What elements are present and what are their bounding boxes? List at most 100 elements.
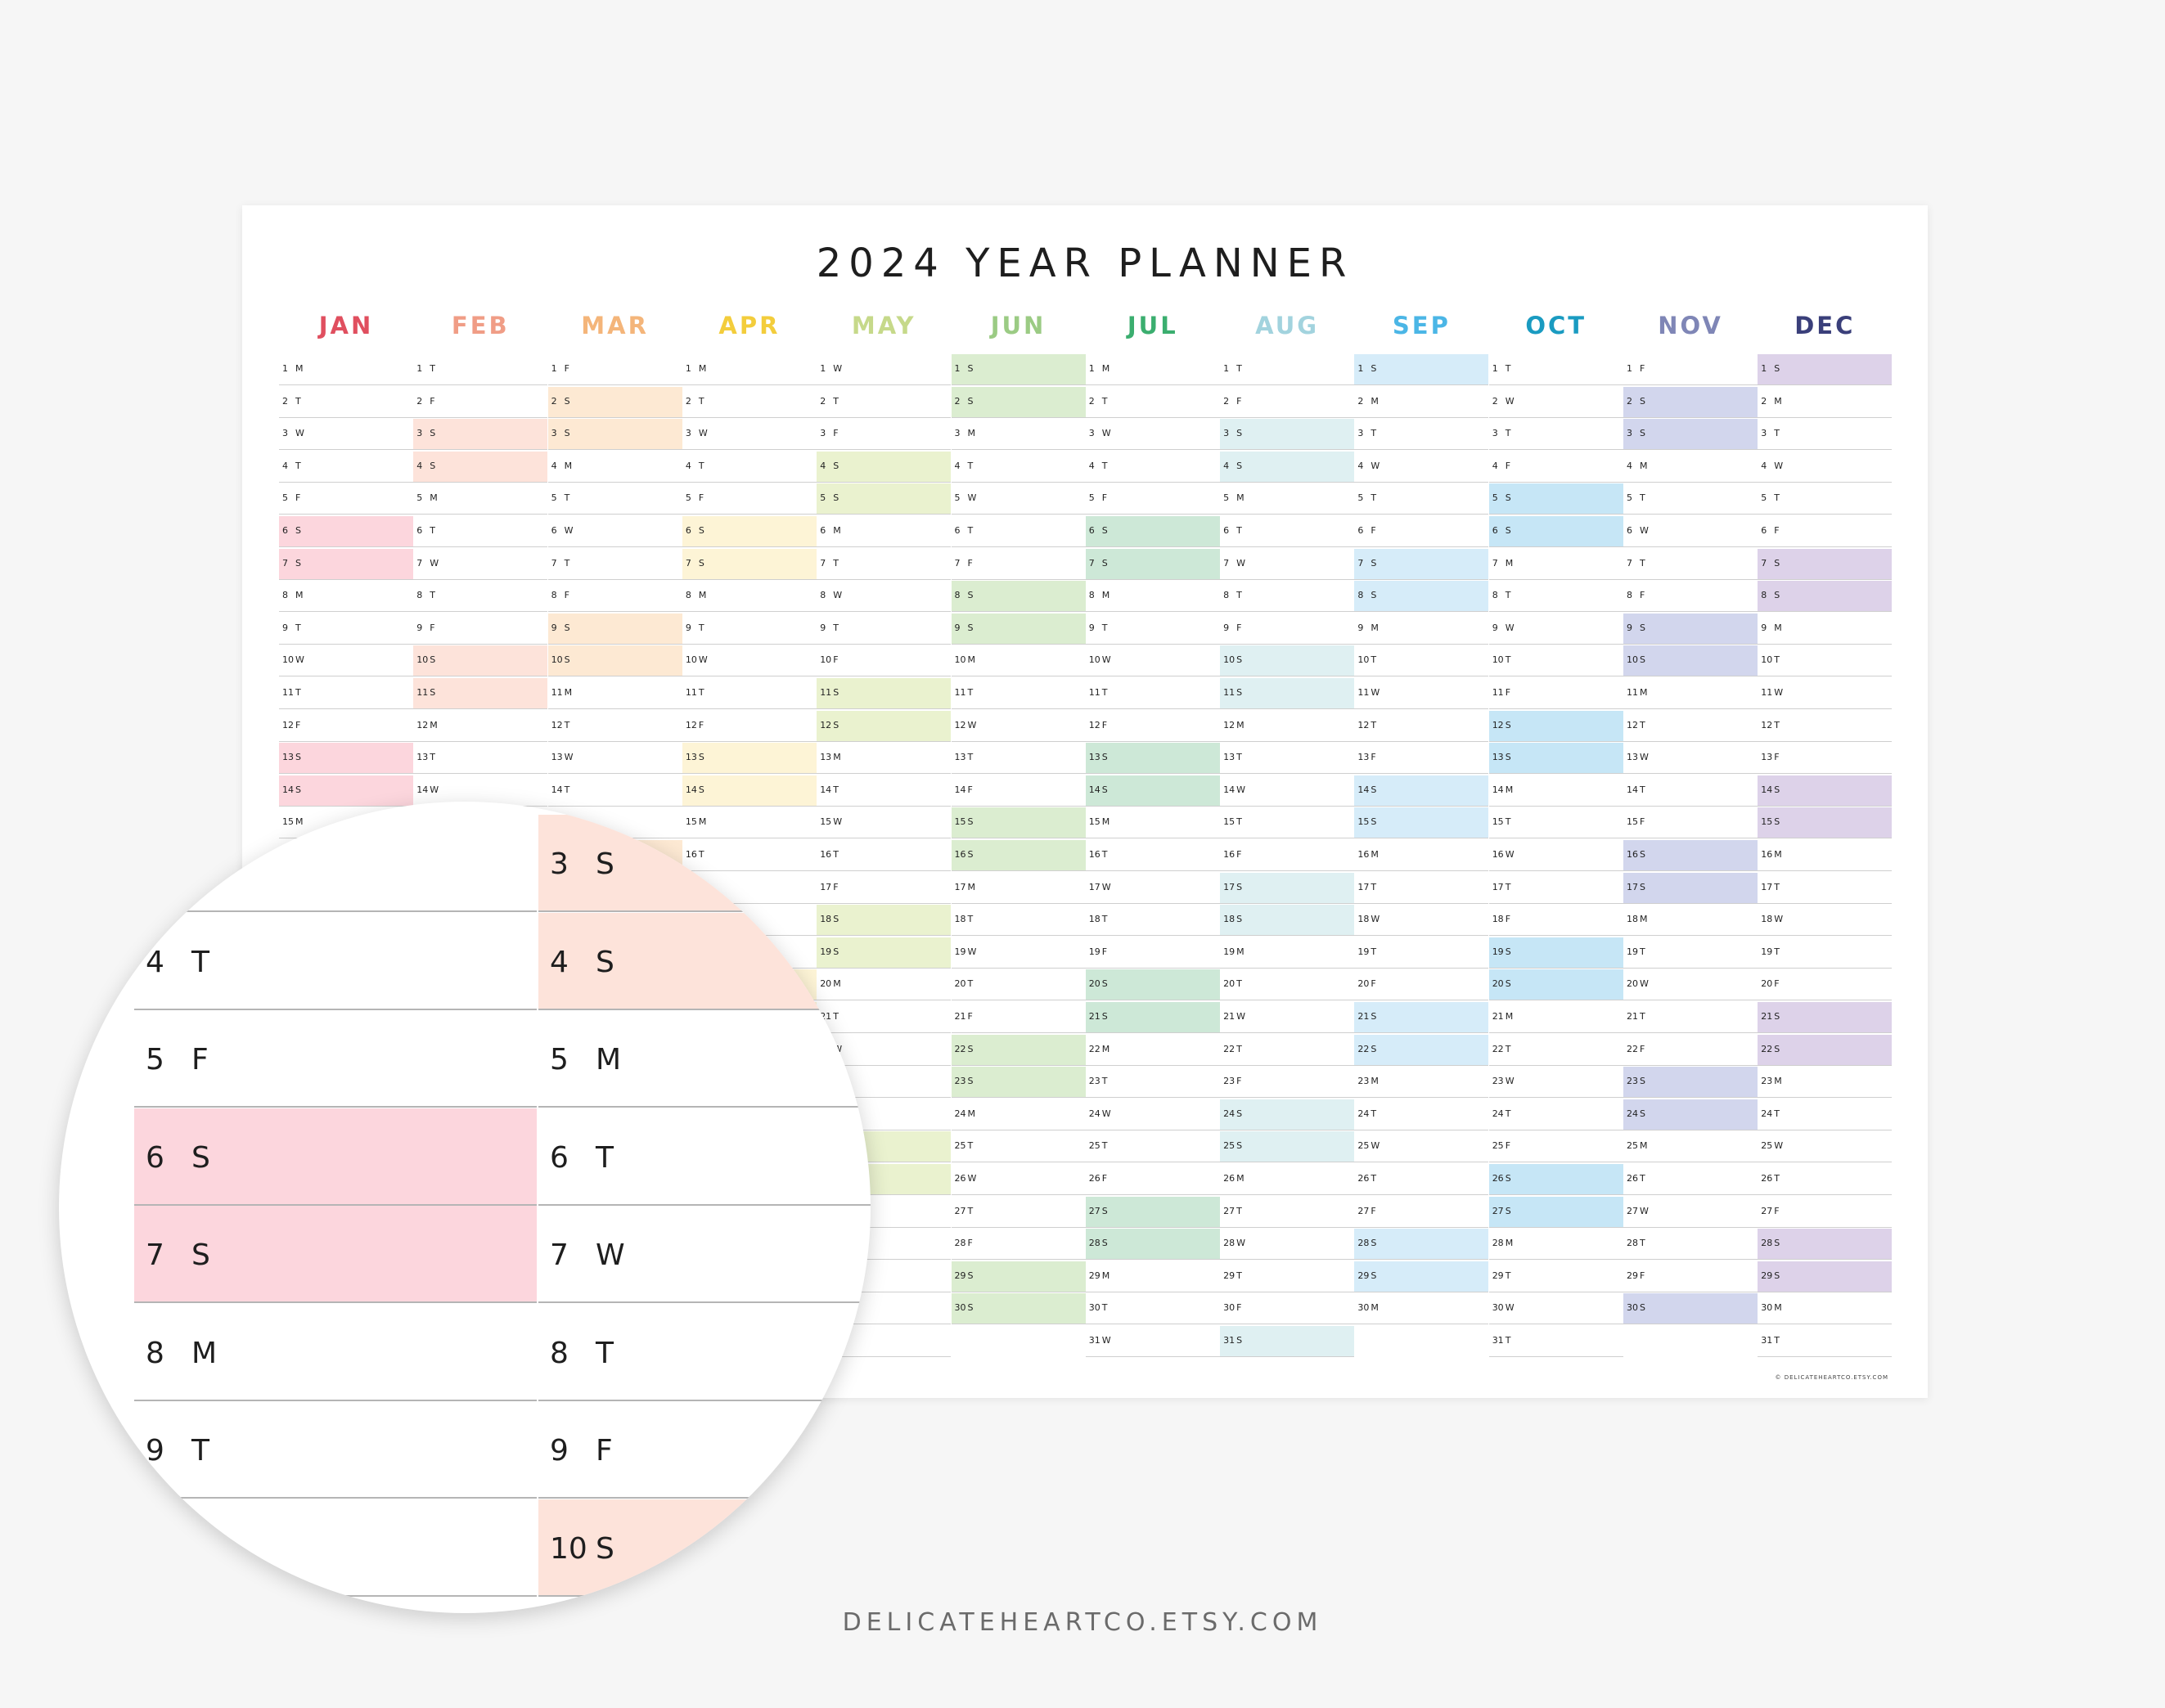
- day-number: 19: [954, 946, 966, 957]
- day-number: 2: [1223, 395, 1230, 407]
- day-number: 9: [820, 622, 826, 633]
- day-number: 23: [1088, 1076, 1101, 1087]
- day-number: 16: [1761, 849, 1773, 860]
- zoom-weekday-letter: M: [596, 1043, 622, 1076]
- day-number: 22: [1492, 1043, 1504, 1054]
- day-label: 16 W: [1492, 849, 1515, 860]
- day-number: 20: [954, 978, 966, 990]
- day-label: 14 F: [955, 784, 973, 795]
- weekday-letter: S: [564, 395, 570, 407]
- day-number: 1: [1492, 363, 1498, 374]
- zoom-weekday-letter: F: [596, 1434, 613, 1468]
- weekday-letter: M: [1774, 395, 1782, 407]
- day-number: 16: [1088, 849, 1101, 860]
- weekday-letter: M: [1505, 557, 1514, 569]
- weekday-letter: M: [1101, 1270, 1110, 1281]
- day-number: 9: [954, 622, 961, 633]
- weekday-letter: M: [967, 428, 976, 439]
- copyright-note: © DELICATEHEARTCO.ETSY.COM: [1775, 1374, 1888, 1381]
- day-number: 3: [1357, 428, 1364, 439]
- weekday-letter: T: [1101, 1140, 1108, 1152]
- day-number: 12: [1223, 719, 1236, 730]
- weekday-letter: S: [1774, 363, 1780, 374]
- day-number: 1: [1627, 363, 1632, 374]
- day-cell: 12 F: [682, 711, 817, 742]
- weekday-letter: S: [1236, 1335, 1243, 1346]
- day-number: 5: [1761, 492, 1767, 504]
- weekday-letter: M: [1236, 946, 1245, 957]
- day-number: 9: [1492, 622, 1498, 633]
- day-number: 17: [1088, 881, 1101, 892]
- zoom-weekday-letter: W: [596, 1238, 625, 1272]
- day-number: 6: [282, 525, 288, 536]
- day-cell: 10 T: [1758, 645, 1893, 677]
- day-label: 17 T: [1761, 882, 1780, 892]
- day-number: 29: [1088, 1270, 1101, 1281]
- day-cell: 31 T: [1758, 1326, 1893, 1357]
- day-cell: 12 M: [1220, 711, 1355, 742]
- weekday-letter: S: [1774, 816, 1780, 828]
- day-number: 22: [1223, 1043, 1236, 1054]
- month-header-may: MAY: [851, 312, 916, 339]
- weekday-letter: S: [1236, 914, 1243, 925]
- day-number: 18: [1492, 914, 1504, 925]
- weekday-letter: S: [1101, 978, 1108, 990]
- day-label: 16 M: [1761, 849, 1782, 860]
- day-number: 11: [1627, 687, 1638, 698]
- day-label: 10 S: [551, 654, 570, 665]
- day-number: 21: [1627, 1011, 1638, 1022]
- day-cell: 12 S: [1488, 710, 1623, 742]
- day-label: 20 F: [1761, 978, 1779, 989]
- weekday-letter: S: [1505, 946, 1511, 957]
- day-number: 27: [1492, 1205, 1504, 1216]
- day-label: 13 S: [686, 752, 704, 762]
- day-label: 14 M: [1492, 784, 1514, 795]
- weekday-letter: F: [698, 492, 704, 504]
- weekday-letter: W: [1505, 622, 1515, 633]
- weekday-letter: F: [1774, 525, 1780, 536]
- day-cell: 10 W: [682, 645, 817, 677]
- weekday-letter: T: [1236, 1205, 1242, 1216]
- day-number: 15: [1627, 816, 1638, 828]
- zoom-weekday-letter: T: [191, 945, 209, 979]
- weekday-letter: T: [1101, 1302, 1108, 1314]
- weekday-letter: M: [564, 687, 573, 698]
- day-cell: 17 T: [1354, 873, 1489, 904]
- weekday-letter: S: [1774, 590, 1780, 601]
